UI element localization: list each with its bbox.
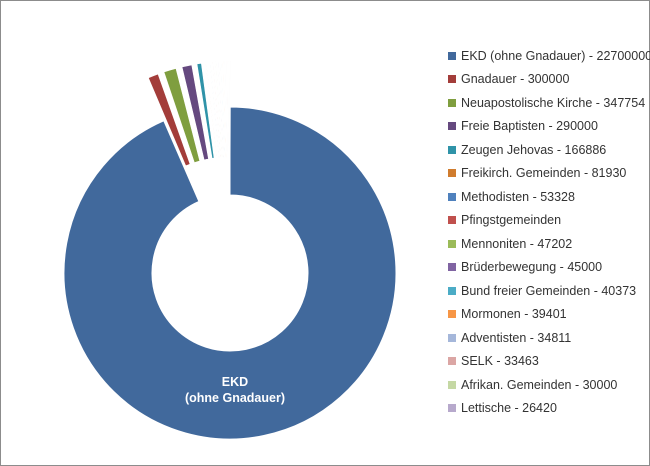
slice-gnadauer xyxy=(147,73,191,167)
slice-mormonen xyxy=(222,61,227,158)
legend-swatch xyxy=(448,75,456,84)
legend-label: Afrikan. Gemeinden - 30000 xyxy=(461,377,618,392)
legend-swatch xyxy=(448,145,456,154)
slice-methodisten xyxy=(209,61,220,158)
legend-item: Gnadauer - 300000 xyxy=(448,68,648,92)
legend-swatch xyxy=(448,357,456,366)
legend-item: Adventisten - 34811 xyxy=(448,326,648,350)
legend-swatch xyxy=(448,51,456,60)
legend-label: Freie Baptisten - 290000 xyxy=(461,119,598,134)
legend-item: Bund freier Gemeinden - 40373 xyxy=(448,279,648,303)
legend-swatch xyxy=(448,263,456,272)
legend-swatch xyxy=(448,404,456,413)
legend-label: Adventisten - 34811 xyxy=(461,330,572,345)
slice-zeugen-jehovas xyxy=(196,63,215,159)
legend-swatch xyxy=(448,310,456,319)
legend-swatch xyxy=(448,98,456,107)
legend-label: Mormonen - 39401 xyxy=(461,307,567,322)
slice-selk xyxy=(226,61,229,158)
legend-item: Pfingstgemeinden xyxy=(448,209,648,233)
legend-swatch xyxy=(448,380,456,389)
legend-label: Freikirch. Gemeinden - 81930 xyxy=(461,166,627,181)
slice-mennoniten xyxy=(215,61,223,158)
slice-pfingstgemeinden xyxy=(212,61,222,158)
ekd-data-label-line-2: (ohne Gnadauer) xyxy=(184,391,285,405)
legend-label: Bund freier Gemeinden - 40373 xyxy=(461,283,637,298)
legend-label: Pfingstgemeinden xyxy=(461,213,562,228)
legend-item: SELK - 33463 xyxy=(448,350,648,374)
legend-label: Zeugen Jehovas - 166886 xyxy=(461,142,607,157)
legend-label: Mennoniten - 47202 xyxy=(461,236,573,251)
legend-item: Lettische - 26420 xyxy=(448,397,648,421)
slice-bund-freier-gemeinden xyxy=(220,61,226,158)
legend-swatch xyxy=(448,216,456,225)
legend-label: Neuapostolische Kirche - 347754 xyxy=(461,95,646,110)
legend-swatch xyxy=(448,286,456,295)
legend-swatch xyxy=(448,169,456,178)
legend-swatch xyxy=(448,333,456,342)
legend-item: Mormonen - 39401 xyxy=(448,303,648,327)
legend-label: EKD (ohne Gnadauer) - 22700000 xyxy=(461,48,650,63)
legend-item: Neuapostolische Kirche - 347754 xyxy=(448,91,648,115)
legend-item: Freie Baptisten - 290000 xyxy=(448,115,648,139)
ekd-data-label-line-1: EKD xyxy=(221,375,249,389)
slice-freie-baptisten xyxy=(181,64,209,161)
legend-item: Afrikan. Gemeinden - 30000 xyxy=(448,373,648,397)
ekd-data-label: EKD (ohne Gnadauer) xyxy=(165,374,305,406)
slice-br-derbewegung xyxy=(217,61,224,158)
chart-legend: EKD (ohne Gnadauer) - 22700000 Gnadauer -… xyxy=(448,44,650,421)
slice-afrikan-gemeinden xyxy=(228,61,230,158)
slice-ekd-ohne-gnadauer xyxy=(63,106,397,440)
legend-item: Methodisten - 53328 xyxy=(448,185,648,209)
legend-label: Brüderbewegung - 45000 xyxy=(461,260,603,275)
legend-label: SELK - 33463 xyxy=(461,354,539,369)
legend-swatch xyxy=(448,192,456,201)
legend-label: Lettische - 26420 xyxy=(461,401,557,416)
slice-freikirch-gemeinden xyxy=(205,62,218,159)
legend-swatch xyxy=(448,239,456,248)
legend-item: Brüderbewegung - 45000 xyxy=(448,256,648,280)
legend-swatch xyxy=(448,122,456,131)
legend-label: Methodisten - 53328 xyxy=(461,189,575,204)
slice-lettische xyxy=(229,61,231,158)
legend-item: Mennoniten - 47202 xyxy=(448,232,648,256)
legend-item: Zeugen Jehovas - 166886 xyxy=(448,138,648,162)
legend-label: Gnadauer - 300000 xyxy=(461,72,570,87)
slice-adventisten xyxy=(224,61,228,158)
legend-item: Freikirch. Gemeinden - 81930 xyxy=(448,162,648,186)
legend-item: EKD (ohne Gnadauer) - 22700000 xyxy=(448,44,650,68)
slice-neuapostolische-kirche xyxy=(163,68,201,163)
